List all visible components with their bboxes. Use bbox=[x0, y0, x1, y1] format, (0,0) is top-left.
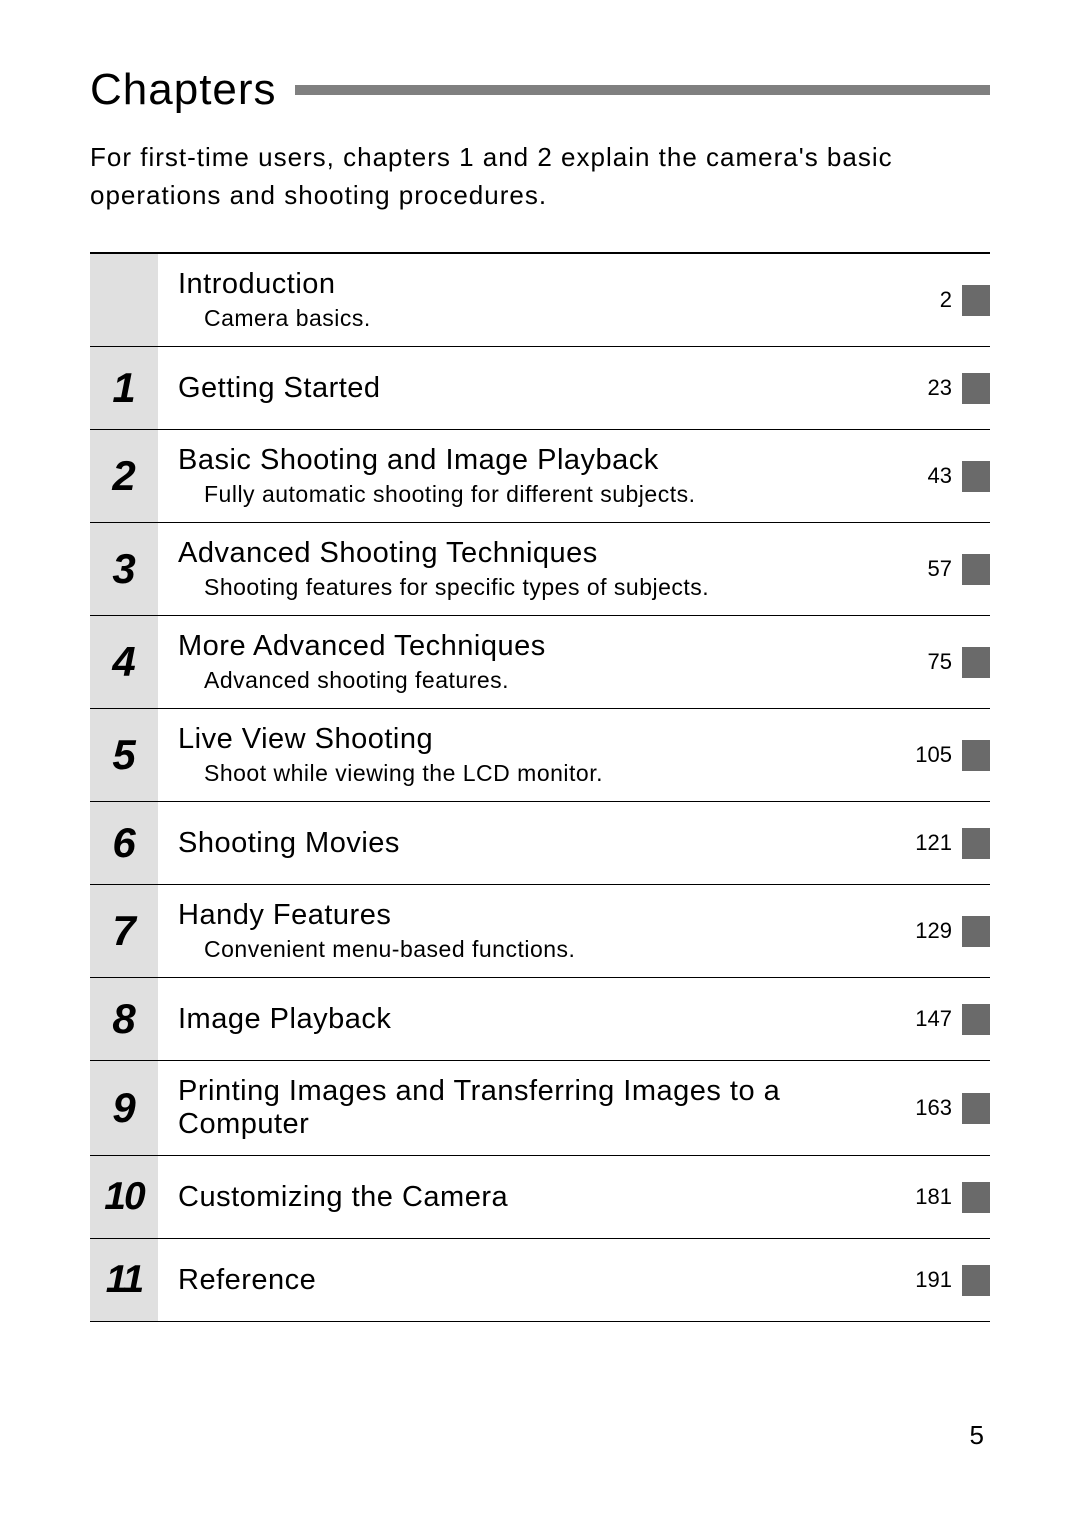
tab-marker bbox=[962, 916, 990, 947]
chapters-toc: Chapters For first-time users, chapters … bbox=[0, 0, 1080, 1322]
chapter-page: 105 bbox=[890, 709, 962, 801]
chapter-title: Live View Shooting bbox=[178, 723, 890, 756]
table-row: 9 Printing Images and Transferring Image… bbox=[90, 1061, 990, 1156]
chapter-content: Printing Images and Transferring Images … bbox=[158, 1061, 890, 1155]
chapter-title: Printing Images and Transferring Images … bbox=[178, 1075, 890, 1141]
tab-marker bbox=[962, 285, 990, 316]
chapter-title: Reference bbox=[178, 1264, 890, 1297]
tab-marker bbox=[962, 1004, 990, 1035]
tab-cell bbox=[962, 802, 990, 884]
chapter-content: Shooting Movies bbox=[158, 802, 890, 884]
chapters-table: Introduction Camera basics. 2 1 Getting … bbox=[90, 252, 990, 1322]
chapter-number: 10 bbox=[90, 1156, 158, 1238]
chapter-content: Live View Shooting Shoot while viewing t… bbox=[158, 709, 890, 801]
chapter-page: 23 bbox=[890, 347, 962, 429]
chapter-subtitle: Convenient menu-based functions. bbox=[178, 936, 890, 963]
tab-cell bbox=[962, 1239, 990, 1321]
page-title: Chapters bbox=[90, 65, 277, 115]
title-bar bbox=[295, 85, 990, 95]
chapter-page: 57 bbox=[890, 523, 962, 615]
chapter-subtitle: Shoot while viewing the LCD monitor. bbox=[178, 760, 890, 787]
tab-marker bbox=[962, 1093, 990, 1124]
chapter-page: 75 bbox=[890, 616, 962, 708]
chapter-page: 181 bbox=[890, 1156, 962, 1238]
tab-marker bbox=[962, 740, 990, 771]
chapter-page: 147 bbox=[890, 978, 962, 1060]
chapter-number: 7 bbox=[90, 885, 158, 977]
header-row: Chapters bbox=[90, 65, 990, 115]
tab-marker bbox=[962, 554, 990, 585]
chapter-number bbox=[90, 254, 158, 346]
chapter-title: Basic Shooting and Image Playback bbox=[178, 444, 890, 477]
chapter-number: 3 bbox=[90, 523, 158, 615]
chapter-subtitle: Advanced shooting features. bbox=[178, 667, 890, 694]
chapter-subtitle: Shooting features for specific types of … bbox=[178, 574, 890, 601]
chapter-content: Advanced Shooting Techniques Shooting fe… bbox=[158, 523, 890, 615]
table-row: 3 Advanced Shooting Techniques Shooting … bbox=[90, 523, 990, 616]
chapter-page: 2 bbox=[890, 254, 962, 346]
tab-marker bbox=[962, 373, 990, 404]
chapter-title: Handy Features bbox=[178, 899, 890, 932]
chapter-content: Customizing the Camera bbox=[158, 1156, 890, 1238]
chapter-title: Customizing the Camera bbox=[178, 1181, 890, 1214]
chapter-page: 163 bbox=[890, 1061, 962, 1155]
chapter-number: 4 bbox=[90, 616, 158, 708]
chapter-number: 11 bbox=[90, 1239, 158, 1321]
chapter-content: Handy Features Convenient menu-based fun… bbox=[158, 885, 890, 977]
table-row: 6 Shooting Movies 121 bbox=[90, 802, 990, 885]
table-row: 5 Live View Shooting Shoot while viewing… bbox=[90, 709, 990, 802]
tab-marker bbox=[962, 1182, 990, 1213]
chapter-title: More Advanced Techniques bbox=[178, 630, 890, 663]
tab-cell bbox=[962, 885, 990, 977]
chapter-title: Shooting Movies bbox=[178, 827, 890, 860]
table-row: 1 Getting Started 23 bbox=[90, 347, 990, 430]
tab-marker bbox=[962, 647, 990, 678]
chapter-title: Advanced Shooting Techniques bbox=[178, 537, 890, 570]
chapter-subtitle: Fully automatic shooting for different s… bbox=[178, 481, 890, 508]
chapter-page: 43 bbox=[890, 430, 962, 522]
tab-cell bbox=[962, 430, 990, 522]
chapter-content: Introduction Camera basics. bbox=[158, 254, 890, 346]
chapter-title: Image Playback bbox=[178, 1003, 890, 1036]
page-number: 5 bbox=[970, 1420, 984, 1451]
chapter-title: Getting Started bbox=[178, 372, 890, 405]
tab-cell bbox=[962, 347, 990, 429]
tab-cell bbox=[962, 254, 990, 346]
chapter-number: 2 bbox=[90, 430, 158, 522]
chapter-number: 8 bbox=[90, 978, 158, 1060]
chapter-content: Basic Shooting and Image Playback Fully … bbox=[158, 430, 890, 522]
table-row: Introduction Camera basics. 2 bbox=[90, 254, 990, 347]
table-row: 11 Reference 191 bbox=[90, 1239, 990, 1322]
tab-marker bbox=[962, 1265, 990, 1296]
tab-marker bbox=[962, 461, 990, 492]
tab-cell bbox=[962, 1156, 990, 1238]
chapter-title: Introduction bbox=[178, 268, 890, 301]
tab-marker bbox=[962, 828, 990, 859]
table-row: 8 Image Playback 147 bbox=[90, 978, 990, 1061]
table-row: 4 More Advanced Techniques Advanced shoo… bbox=[90, 616, 990, 709]
table-row: 2 Basic Shooting and Image Playback Full… bbox=[90, 430, 990, 523]
chapter-content: Image Playback bbox=[158, 978, 890, 1060]
tab-cell bbox=[962, 978, 990, 1060]
tab-cell bbox=[962, 523, 990, 615]
chapter-content: More Advanced Techniques Advanced shooti… bbox=[158, 616, 890, 708]
table-row: 10 Customizing the Camera 181 bbox=[90, 1156, 990, 1239]
chapter-number: 6 bbox=[90, 802, 158, 884]
chapter-number: 5 bbox=[90, 709, 158, 801]
chapter-subtitle: Camera basics. bbox=[178, 305, 890, 332]
chapter-content: Getting Started bbox=[158, 347, 890, 429]
chapter-number: 1 bbox=[90, 347, 158, 429]
chapter-page: 129 bbox=[890, 885, 962, 977]
chapter-number: 9 bbox=[90, 1061, 158, 1155]
tab-cell bbox=[962, 616, 990, 708]
intro-text: For first-time users, chapters 1 and 2 e… bbox=[90, 139, 990, 214]
chapter-page: 121 bbox=[890, 802, 962, 884]
table-row: 7 Handy Features Convenient menu-based f… bbox=[90, 885, 990, 978]
tab-cell bbox=[962, 1061, 990, 1155]
chapter-content: Reference bbox=[158, 1239, 890, 1321]
tab-cell bbox=[962, 709, 990, 801]
chapter-page: 191 bbox=[890, 1239, 962, 1321]
